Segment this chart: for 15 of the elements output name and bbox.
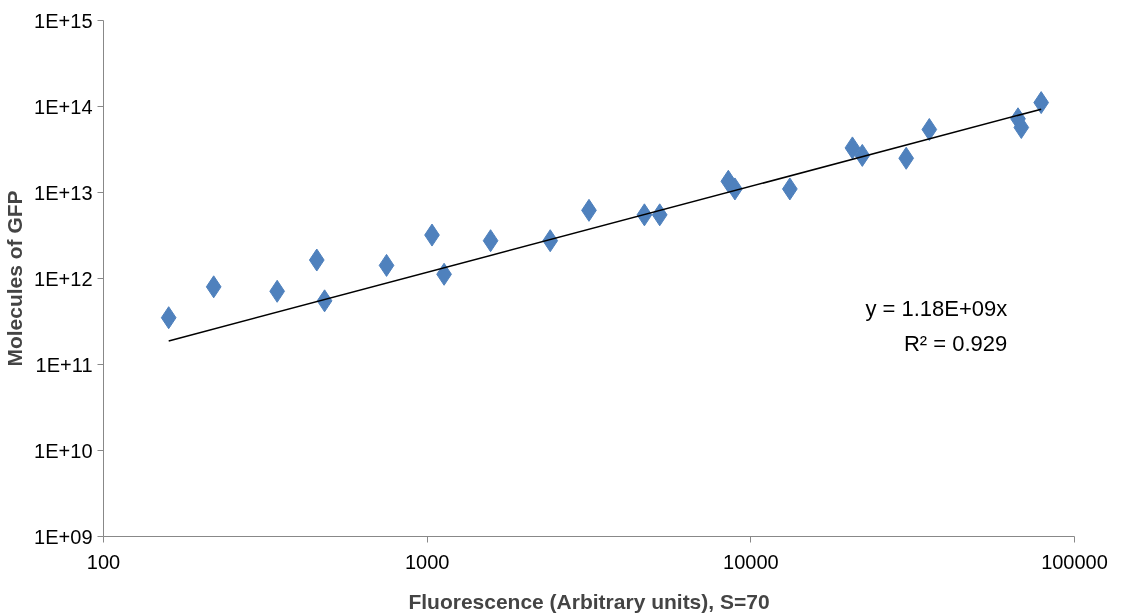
annotation: R² = 0.929 [903, 331, 1008, 357]
y-tick-label: 1E+12 [34, 267, 93, 290]
y-tick-label: 1E+14 [34, 95, 93, 118]
y-tick-label: 1E+15 [34, 9, 93, 32]
x-tick-label: 10000 [723, 550, 779, 573]
x-tick-label: 1000 [404, 550, 450, 573]
y-tick-label: 1E+11 [35, 353, 93, 376]
x-axis-title: Fluorescence (Arbitrary units), S=70 [408, 589, 770, 613]
y-tick-label: 1E+09 [34, 525, 93, 548]
annotation: y = 1.18E+09x [865, 296, 1008, 322]
y-axis-title: Molecules of GFP [3, 190, 27, 367]
y-tick-label: 1E+13 [34, 181, 93, 204]
x-tick-label: 100 [86, 550, 121, 573]
x-tick-label: 100000 [1041, 550, 1108, 573]
y-tick-label: 1E+10 [34, 439, 93, 462]
